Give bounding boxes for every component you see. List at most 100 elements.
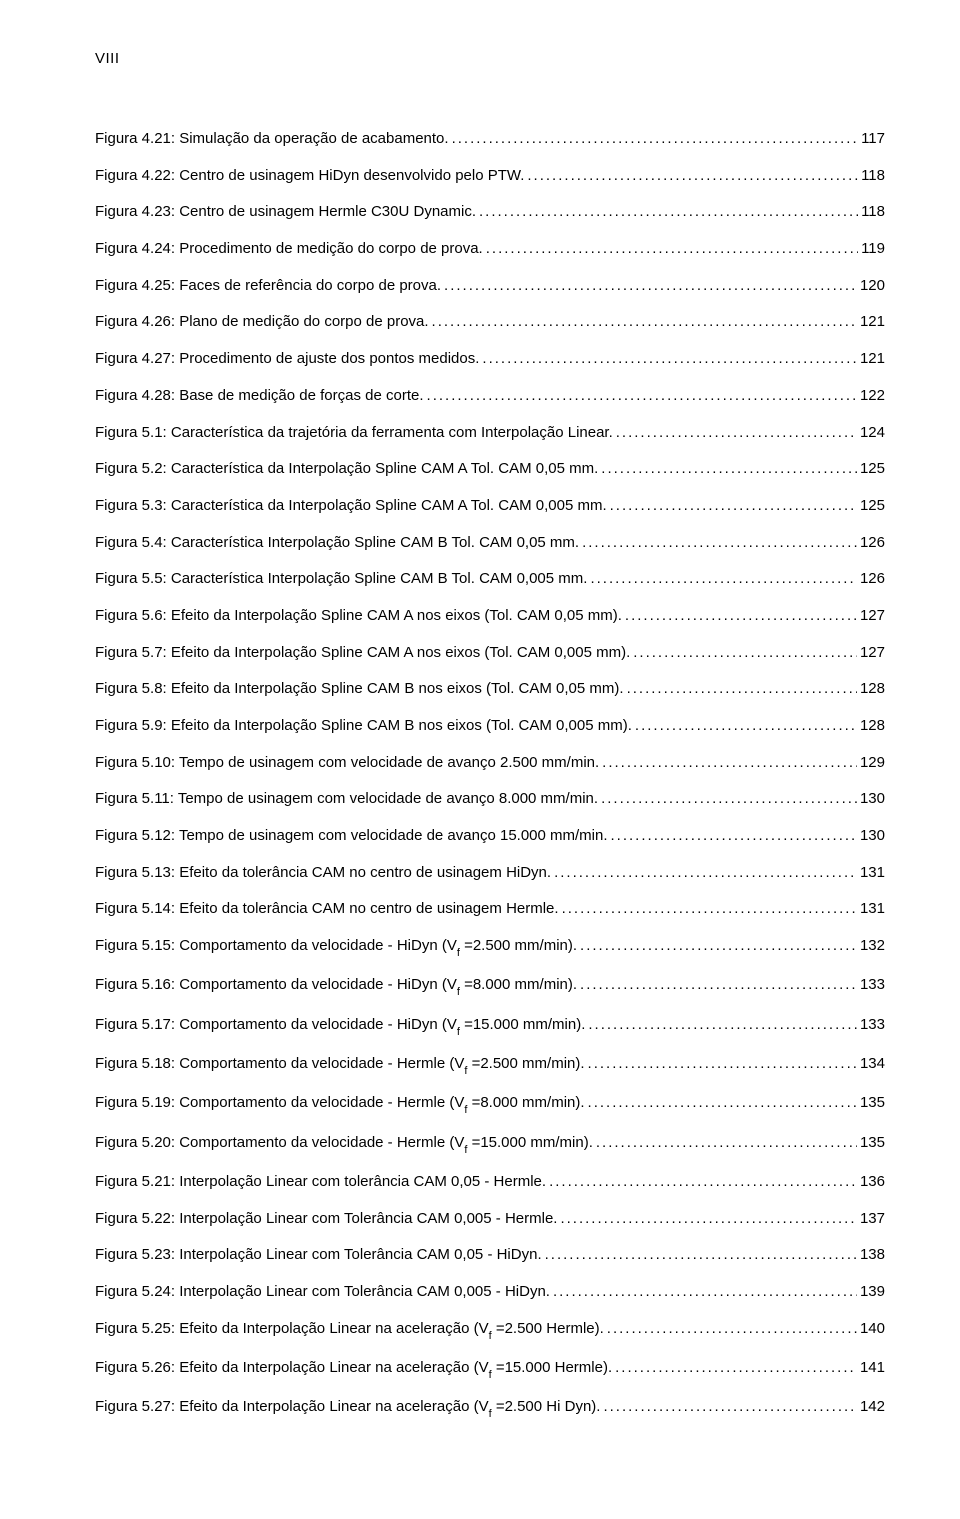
lof-entry-page: 125: [857, 457, 885, 481]
lof-entry-text: Figura 5.17: Comportamento da velocidade…: [95, 1013, 585, 1040]
lof-entry: Figura 4.26: Plano de medição do corpo d…: [95, 310, 885, 334]
lof-entry-page: 126: [857, 567, 885, 591]
lof-leader-dots: [604, 1317, 857, 1341]
lof-entry-page: 117: [858, 127, 885, 151]
lof-leader-dots: [585, 1091, 857, 1115]
lof-entry-text: Figura 5.11: Tempo de usinagem com veloc…: [95, 787, 598, 811]
lof-leader-dots: [449, 127, 859, 151]
lof-entry-text: Figura 5.5: Característica Interpolação …: [95, 567, 587, 591]
lof-entry-text: Figura 5.6: Efeito da Interpolação Splin…: [95, 604, 622, 628]
lof-entry: Figura 5.8: Efeito da Interpolação Splin…: [95, 677, 885, 701]
lof-entry: Figura 5.25: Efeito da Interpolação Line…: [95, 1317, 885, 1344]
lof-entry: Figura 4.28: Base de medição de forças d…: [95, 384, 885, 408]
lof-entry-page: 128: [857, 714, 885, 738]
lof-entry: Figura 4.24: Procedimento de medição do …: [95, 237, 885, 261]
lof-leader-dots: [613, 421, 857, 445]
lof-entry: Figura 5.26: Efeito da Interpolação Line…: [95, 1356, 885, 1383]
lof-entry: Figura 5.6: Efeito da Interpolação Splin…: [95, 604, 885, 628]
lof-entry-text: Figura 5.26: Efeito da Interpolação Line…: [95, 1356, 612, 1383]
lof-entry-page: 132: [857, 934, 885, 958]
subscript: f: [464, 1104, 467, 1116]
lof-entry: Figura 5.5: Característica Interpolação …: [95, 567, 885, 591]
lof-entry-text: Figura 4.23: Centro de usinagem Hermle C…: [95, 200, 476, 224]
lof-entry: Figura 5.7: Efeito da Interpolação Splin…: [95, 641, 885, 665]
lof-entry: Figura 5.10: Tempo de usinagem com veloc…: [95, 751, 885, 775]
lof-entry: Figura 5.21: Interpolação Linear com tol…: [95, 1170, 885, 1194]
lof-entry-text: Figura 5.24: Interpolação Linear com Tol…: [95, 1280, 550, 1304]
lof-entry-page: 122: [857, 384, 885, 408]
lof-entry-text: Figura 5.8: Efeito da Interpolação Splin…: [95, 677, 624, 701]
lof-entry-page: 128: [857, 677, 885, 701]
lof-entry-page: 142: [857, 1395, 885, 1419]
lof-entry: Figura 5.23: Interpolação Linear com Tol…: [95, 1243, 885, 1267]
lof-entry: Figura 4.22: Centro de usinagem HiDyn de…: [95, 164, 885, 188]
lof-entry: Figura 5.27: Efeito da Interpolação Line…: [95, 1395, 885, 1422]
lof-entry-text: Figura 5.14: Efeito da tolerância CAM no…: [95, 897, 559, 921]
lof-entry-text: Figura 5.10: Tempo de usinagem com veloc…: [95, 751, 599, 775]
lof-entry-page: 136: [857, 1170, 885, 1194]
lof-entry: Figura 4.25: Faces de referência do corp…: [95, 274, 885, 298]
subscript: f: [457, 986, 460, 998]
lof-leader-dots: [559, 897, 857, 921]
lof-leader-dots: [630, 641, 857, 665]
lof-entry-page: 130: [857, 787, 885, 811]
lof-entry: Figura 5.14: Efeito da tolerância CAM no…: [95, 897, 885, 921]
document-page: VIII Figura 4.21: Simulação da operação …: [0, 0, 960, 1519]
subscript: f: [457, 947, 460, 959]
lof-entry-text: Figura 4.27: Procedimento de ajuste dos …: [95, 347, 479, 371]
lof-leader-dots: [579, 531, 857, 555]
lof-entry-page: 131: [857, 861, 885, 885]
lof-leader-dots: [542, 1243, 857, 1267]
lof-entry-text: Figura 5.7: Efeito da Interpolação Splin…: [95, 641, 630, 665]
lof-entry: Figura 5.4: Característica Interpolação …: [95, 531, 885, 555]
lof-entry: Figura 5.11: Tempo de usinagem com veloc…: [95, 787, 885, 811]
subscript: f: [489, 1408, 492, 1420]
lof-entry-page: 127: [857, 641, 885, 665]
lof-entry-text: Figura 5.22: Interpolação Linear com Tol…: [95, 1207, 557, 1231]
lof-entry-page: 118: [858, 164, 885, 188]
lof-leader-dots: [546, 1170, 857, 1194]
lof-entry-text: Figura 5.13: Efeito da tolerância CAM no…: [95, 861, 551, 885]
lof-entry-text: Figura 5.4: Característica Interpolação …: [95, 531, 579, 555]
lof-leader-dots: [551, 861, 857, 885]
lof-entry-page: 140: [857, 1317, 885, 1341]
lof-leader-dots: [612, 1356, 857, 1380]
lof-entry-page: 118: [858, 200, 885, 224]
lof-entry-text: Figura 5.3: Característica da Interpolaç…: [95, 494, 607, 518]
lof-leader-dots: [598, 457, 857, 481]
lof-leader-dots: [441, 274, 857, 298]
subscript: f: [457, 1026, 460, 1038]
lof-entry-text: Figura 5.15: Comportamento da velocidade…: [95, 934, 577, 961]
lof-entry: Figura 5.1: Característica da trajetória…: [95, 421, 885, 445]
lof-entry-page: 133: [857, 1013, 885, 1037]
lof-entry-page: 131: [857, 897, 885, 921]
lof-entry-page: 138: [857, 1243, 885, 1267]
subscript: f: [489, 1330, 492, 1342]
lof-entry-text: Figura 5.23: Interpolação Linear com Tol…: [95, 1243, 542, 1267]
lof-entry: Figura 5.2: Característica da Interpolaç…: [95, 457, 885, 481]
lof-entry-page: 129: [857, 751, 885, 775]
lof-leader-dots: [585, 1013, 857, 1037]
page-number: VIII: [95, 50, 885, 67]
lof-entry-page: 120: [857, 274, 885, 298]
lof-leader-dots: [599, 751, 857, 775]
lof-entry-text: Figura 5.25: Efeito da Interpolação Line…: [95, 1317, 604, 1344]
lof-entry: Figura 4.21: Simulação da operação de ac…: [95, 127, 885, 151]
lof-leader-dots: [524, 164, 858, 188]
lof-entry: Figura 5.13: Efeito da tolerância CAM no…: [95, 861, 885, 885]
lof-leader-dots: [632, 714, 857, 738]
lof-entry-text: Figura 5.16: Comportamento da velocidade…: [95, 973, 577, 1000]
lof-entry-page: 135: [857, 1131, 885, 1155]
lof-entry: Figura 5.24: Interpolação Linear com Tol…: [95, 1280, 885, 1304]
lof-entry: Figura 5.12: Tempo de usinagem com veloc…: [95, 824, 885, 848]
lof-leader-dots: [577, 934, 857, 958]
lof-entry-text: Figura 4.21: Simulação da operação de ac…: [95, 127, 449, 151]
lof-entry-text: Figura 4.22: Centro de usinagem HiDyn de…: [95, 164, 524, 188]
subscript: f: [489, 1369, 492, 1381]
lof-leader-dots: [608, 824, 857, 848]
lof-entry-text: Figura 5.2: Característica da Interpolaç…: [95, 457, 598, 481]
lof-entry-page: 127: [857, 604, 885, 628]
lof-entry: Figura 4.23: Centro de usinagem Hermle C…: [95, 200, 885, 224]
lof-entry-page: 125: [857, 494, 885, 518]
lof-entry: Figura 5.9: Efeito da Interpolação Splin…: [95, 714, 885, 738]
